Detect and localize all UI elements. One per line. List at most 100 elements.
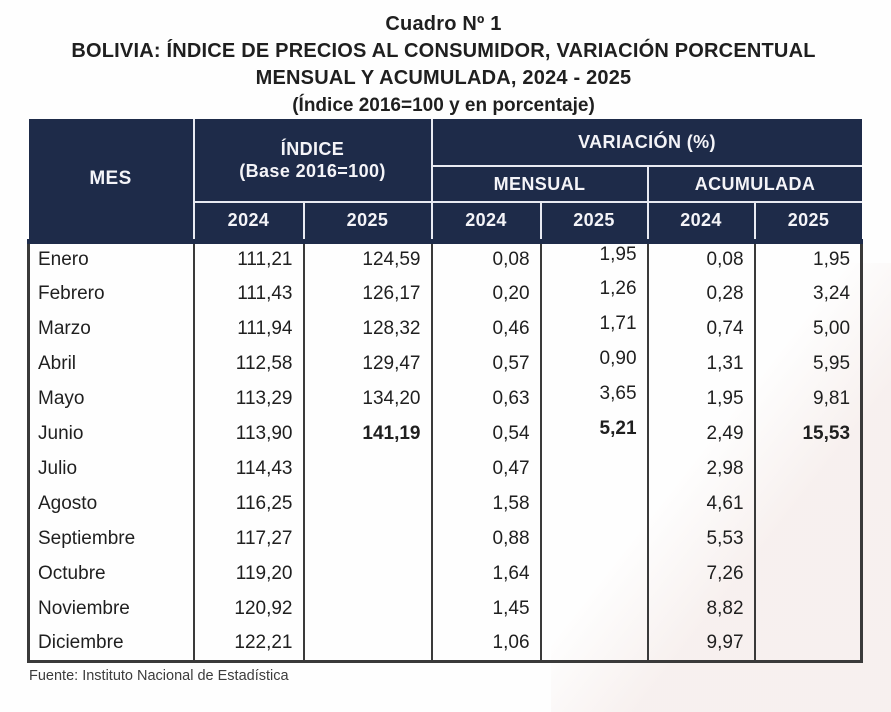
cell-value: 2,49 xyxy=(706,422,744,444)
cell-acumulada-2024: 7,26 xyxy=(646,556,756,591)
source-note: Fuente: Instituto Nacional de Estadístic… xyxy=(29,667,289,684)
table-row: Diciembre 122,21 1,06 9,97 xyxy=(27,626,864,663)
cell-mensual-2025: 1,71 xyxy=(539,311,649,346)
base-note: (Índice 2016=100 y en porcentaje) xyxy=(292,95,595,116)
cell-value: 0,74 xyxy=(706,317,744,339)
cell-mensual-2025 xyxy=(539,626,649,663)
cell-indice-2024: 113,29 xyxy=(192,381,305,416)
cell-value: 0,28 xyxy=(706,282,744,304)
cell-value: 129,47 xyxy=(362,352,421,374)
cell-acumulada-2024: 5,53 xyxy=(646,521,756,556)
cell-month: Julio xyxy=(27,451,195,486)
cell-value: 0,47 xyxy=(492,457,530,479)
cell-acumulada-2024: 8,82 xyxy=(646,591,756,626)
cell-mensual-2025: 1,26 xyxy=(539,276,649,311)
cell-value: 0,08 xyxy=(706,248,744,270)
table-number-title: Cuadro Nº 1 xyxy=(385,13,502,35)
cell-acumulada-2024: 0,74 xyxy=(646,311,756,346)
table-row: Marzo 111,94 128,32 0,46 1,71 0,74 5,00 xyxy=(27,311,864,346)
cell-value: 9,81 xyxy=(813,387,851,409)
cell-acumulada-2024: 1,31 xyxy=(646,346,756,381)
cell-mensual-2024: 0,47 xyxy=(430,451,542,486)
cell-indice-2025: 134,20 xyxy=(302,381,433,416)
cell-mensual-2025 xyxy=(539,486,649,521)
column-header-mensual: MENSUAL xyxy=(430,165,649,203)
cell-indice-2025: 128,32 xyxy=(302,311,433,346)
column-header-acumulada: ACUMULADA xyxy=(646,165,862,203)
cell-indice-2025: 126,17 xyxy=(302,276,433,311)
cell-value: 0,90 xyxy=(599,347,637,369)
cell-acumulada-2025: 1,95 xyxy=(753,241,864,276)
table-row: Julio 114,43 0,47 2,98 xyxy=(27,451,864,486)
cell-month: Octubre xyxy=(27,556,195,591)
cell-value: 5,00 xyxy=(813,317,851,339)
cell-value: 7,26 xyxy=(706,562,744,584)
cell-month: Marzo xyxy=(27,311,195,346)
cell-value: 4,61 xyxy=(706,492,744,514)
cell-acumulada-2024: 9,97 xyxy=(646,626,756,663)
cell-value: 1,06 xyxy=(492,631,530,653)
cell-acumulada-2025 xyxy=(753,556,864,591)
table-row: Septiembre 117,27 0,88 5,53 xyxy=(27,521,864,556)
cell-indice-2024: 114,43 xyxy=(192,451,305,486)
cell-acumulada-2024: 1,95 xyxy=(646,381,756,416)
cell-acumulada-2024: 4,61 xyxy=(646,486,756,521)
cell-value: 134,20 xyxy=(362,387,421,409)
column-header-mes: MES xyxy=(28,119,195,244)
cell-mensual-2025: 1,95 xyxy=(539,241,649,276)
cell-value: 111,94 xyxy=(237,317,293,339)
cell-value: 1,26 xyxy=(599,277,637,299)
cell-value: 122,21 xyxy=(234,631,293,653)
cell-indice-2024: 111,43 xyxy=(192,276,305,311)
cell-acumulada-2025: 5,95 xyxy=(753,346,864,381)
cpi-table: MES ÍNDICE (Base 2016=100) VARIACIÓN (%)… xyxy=(27,119,864,663)
table-row: Enero 111,21 124,59 0,08 1,95 0,08 1,95 xyxy=(27,241,864,276)
cell-month: Enero xyxy=(27,241,195,276)
column-header-indice: ÍNDICE (Base 2016=100) xyxy=(192,119,433,203)
cell-value: 1,95 xyxy=(813,248,851,270)
cell-value: 113,90 xyxy=(235,422,293,444)
cell-value: 3,65 xyxy=(599,382,637,404)
table-row: Octubre 119,20 1,64 7,26 xyxy=(27,556,864,591)
cell-mensual-2024: 0,54 xyxy=(430,416,542,451)
cell-indice-2024: 116,25 xyxy=(192,486,305,521)
cell-mensual-2024: 0,08 xyxy=(430,241,542,276)
cell-value: 1,45 xyxy=(492,597,530,619)
cell-value: 1,71 xyxy=(599,312,637,334)
table-row: Junio 113,90 141,19 0,54 5,21 2,49 15,53 xyxy=(27,416,864,451)
cell-value: 119,20 xyxy=(235,562,293,584)
cell-value: 111,21 xyxy=(237,248,293,270)
cell-indice-2024: 122,21 xyxy=(192,626,305,663)
cell-value: 124,59 xyxy=(362,248,421,270)
document-titles: Cuadro Nº 1 BOLIVIA: ÍNDICE DE PRECIOS A… xyxy=(27,11,860,119)
cell-mensual-2024: 0,57 xyxy=(430,346,542,381)
cell-value: 126,17 xyxy=(362,282,421,304)
cell-mensual-2025 xyxy=(539,451,649,486)
table-row: Mayo 113,29 134,20 0,63 3,65 1,95 9,81 xyxy=(27,381,864,416)
cell-value: 112,58 xyxy=(235,352,293,374)
cell-acumulada-2025 xyxy=(753,626,864,663)
cell-mensual-2024: 1,06 xyxy=(430,626,542,663)
cell-indice-2025 xyxy=(302,591,433,626)
cell-value: 1,58 xyxy=(492,492,530,514)
cell-acumulada-2025 xyxy=(753,591,864,626)
cell-acumulada-2025: 9,81 xyxy=(753,381,864,416)
cell-indice-2025 xyxy=(302,556,433,591)
cell-value: 9,97 xyxy=(706,631,744,653)
cell-acumulada-2025 xyxy=(753,521,864,556)
cell-month: Noviembre xyxy=(27,591,195,626)
cell-indice-2025: 124,59 xyxy=(302,241,433,276)
main-title: BOLIVIA: ÍNDICE DE PRECIOS AL CONSUMIDOR… xyxy=(71,40,816,62)
cell-indice-2025 xyxy=(302,626,433,663)
document-page: Cuadro Nº 1 BOLIVIA: ÍNDICE DE PRECIOS A… xyxy=(0,11,891,712)
cell-acumulada-2025 xyxy=(753,486,864,521)
indice-base-label: (Base 2016=100) xyxy=(239,161,386,181)
cell-mensual-2024: 1,58 xyxy=(430,486,542,521)
cell-month: Agosto xyxy=(27,486,195,521)
cell-mensual-2025 xyxy=(539,521,649,556)
cell-month: Mayo xyxy=(27,381,195,416)
year-header-indice-2025: 2025 xyxy=(302,201,433,244)
cell-indice-2025 xyxy=(302,451,433,486)
cell-value: 114,43 xyxy=(235,457,293,479)
cell-month: Diciembre xyxy=(27,626,195,663)
